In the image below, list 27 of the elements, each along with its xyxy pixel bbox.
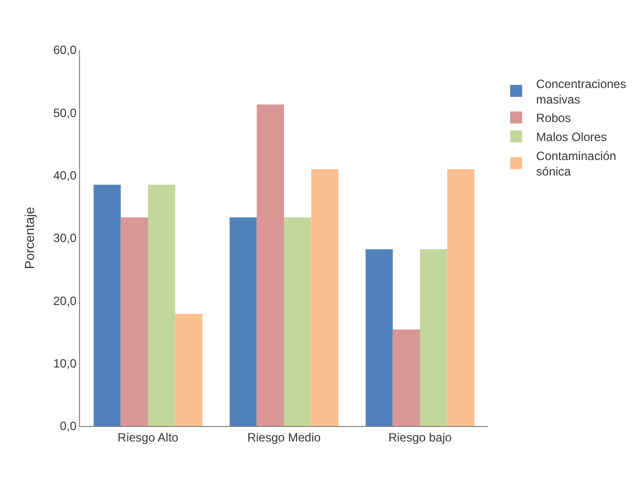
legend-label: Concentraciones masivas (536, 76, 626, 106)
y-tick-label: 30,0 (53, 231, 77, 246)
y-tick-label: 0,0 (60, 419, 77, 434)
x-tick-label: Riesgo Alto (118, 430, 179, 444)
x-tick-label: Riesgo Medio (247, 430, 322, 444)
bar (392, 329, 420, 426)
bar (447, 169, 474, 426)
legend-label: Contaminación sónica (536, 148, 616, 179)
y-axis-title: Porcentaje (22, 206, 38, 270)
legend-label: Robos (536, 111, 571, 126)
y-tick-label: 50,0 (53, 106, 77, 120)
bar (256, 104, 284, 426)
y-tick-label: 20,0 (53, 294, 77, 308)
y-tick-label: 10,0 (53, 356, 77, 371)
x-tick-label: Riesgo bajo (388, 430, 452, 444)
bar (284, 217, 312, 426)
bar (366, 249, 393, 426)
bar (148, 184, 176, 426)
bar (230, 217, 257, 426)
legend-label: Malos Olores (536, 130, 607, 144)
bar (420, 249, 448, 426)
y-tick-label: 40,0 (53, 168, 77, 183)
bar (94, 184, 121, 426)
bar (120, 217, 148, 426)
bar (175, 314, 202, 426)
bar (311, 169, 338, 426)
y-tick-label: 60,0 (53, 43, 77, 58)
